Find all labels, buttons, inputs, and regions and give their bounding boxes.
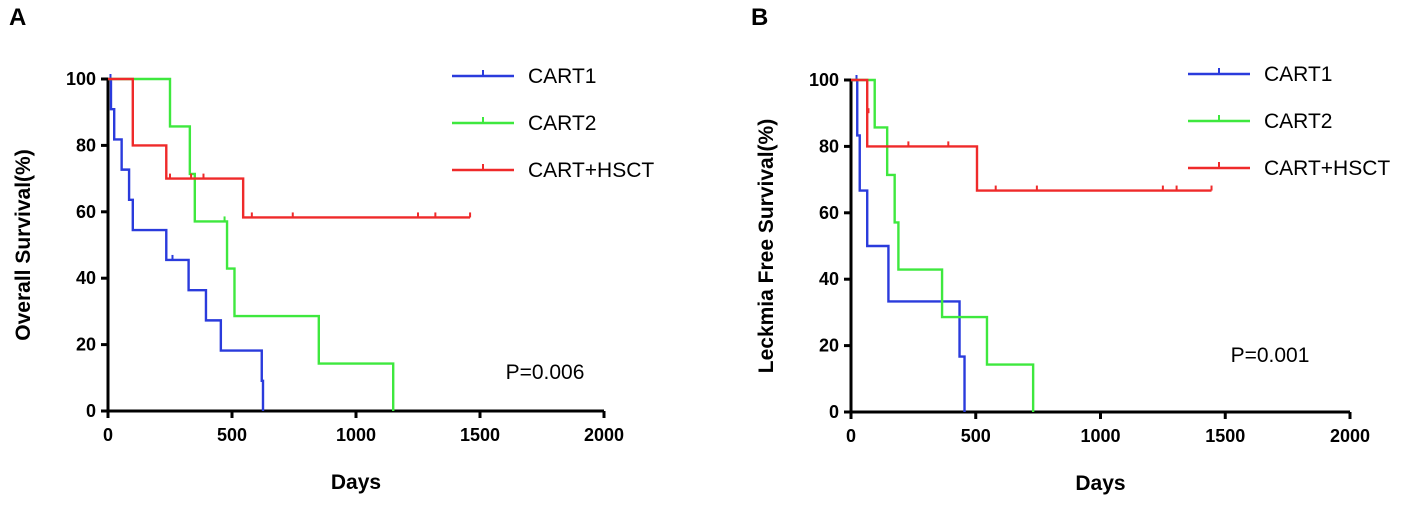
y-axis-title: Overall Survival(%) xyxy=(12,149,35,340)
y-tick-label: 20 xyxy=(819,336,839,356)
x-tick-label: 500 xyxy=(961,426,991,446)
y-tick-label: 0 xyxy=(86,401,96,421)
p-value-annotation: P=0.001 xyxy=(1231,344,1310,367)
x-tick-label: 1000 xyxy=(336,425,376,445)
y-tick-label: 80 xyxy=(76,135,96,155)
panel-b-letter: B xyxy=(751,4,769,31)
curve-cart1 xyxy=(108,77,265,411)
legend-label-cart1: CART1 xyxy=(528,65,596,88)
legend-label-cart2: CART2 xyxy=(528,112,596,135)
x-tick-label: 1000 xyxy=(1080,426,1120,446)
curve-cart2 xyxy=(851,78,1035,412)
legend-label-cart-hsct: CART+HSCT xyxy=(528,159,654,182)
y-tick-label: 40 xyxy=(819,269,839,289)
y-tick-label: 100 xyxy=(809,70,839,90)
x-axis-title: Days xyxy=(1075,472,1125,495)
curve-cart-hsct xyxy=(108,77,471,219)
curve-cart1 xyxy=(851,78,966,412)
curve-cart-hsct xyxy=(851,78,1212,192)
legend-label-cart2: CART2 xyxy=(1264,110,1332,133)
panel-a-letter: A xyxy=(9,4,27,31)
y-tick-label: 100 xyxy=(66,69,96,89)
y-tick-label: 80 xyxy=(819,136,839,156)
x-tick-label: 2000 xyxy=(1330,426,1370,446)
p-value-annotation: P=0.006 xyxy=(506,361,585,384)
y-axis-title: Leckmia Free Survival(%) xyxy=(755,119,778,373)
x-axis-title: Days xyxy=(331,471,381,494)
x-tick-label: 0 xyxy=(846,426,856,446)
y-tick-label: 40 xyxy=(76,268,96,288)
y-tick-label: 0 xyxy=(829,402,839,422)
x-tick-label: 2000 xyxy=(584,425,624,445)
x-tick-label: 0 xyxy=(103,425,113,445)
curve-cart2 xyxy=(108,77,395,411)
legend-label-cart-hsct: CART+HSCT xyxy=(1264,157,1390,180)
y-tick-label: 60 xyxy=(76,202,96,222)
x-tick-label: 500 xyxy=(217,425,247,445)
x-tick-label: 1500 xyxy=(1205,426,1245,446)
y-tick-label: 60 xyxy=(819,203,839,223)
x-tick-label: 1500 xyxy=(460,425,500,445)
y-tick-label: 20 xyxy=(76,335,96,355)
legend-label-cart1: CART1 xyxy=(1264,63,1332,86)
